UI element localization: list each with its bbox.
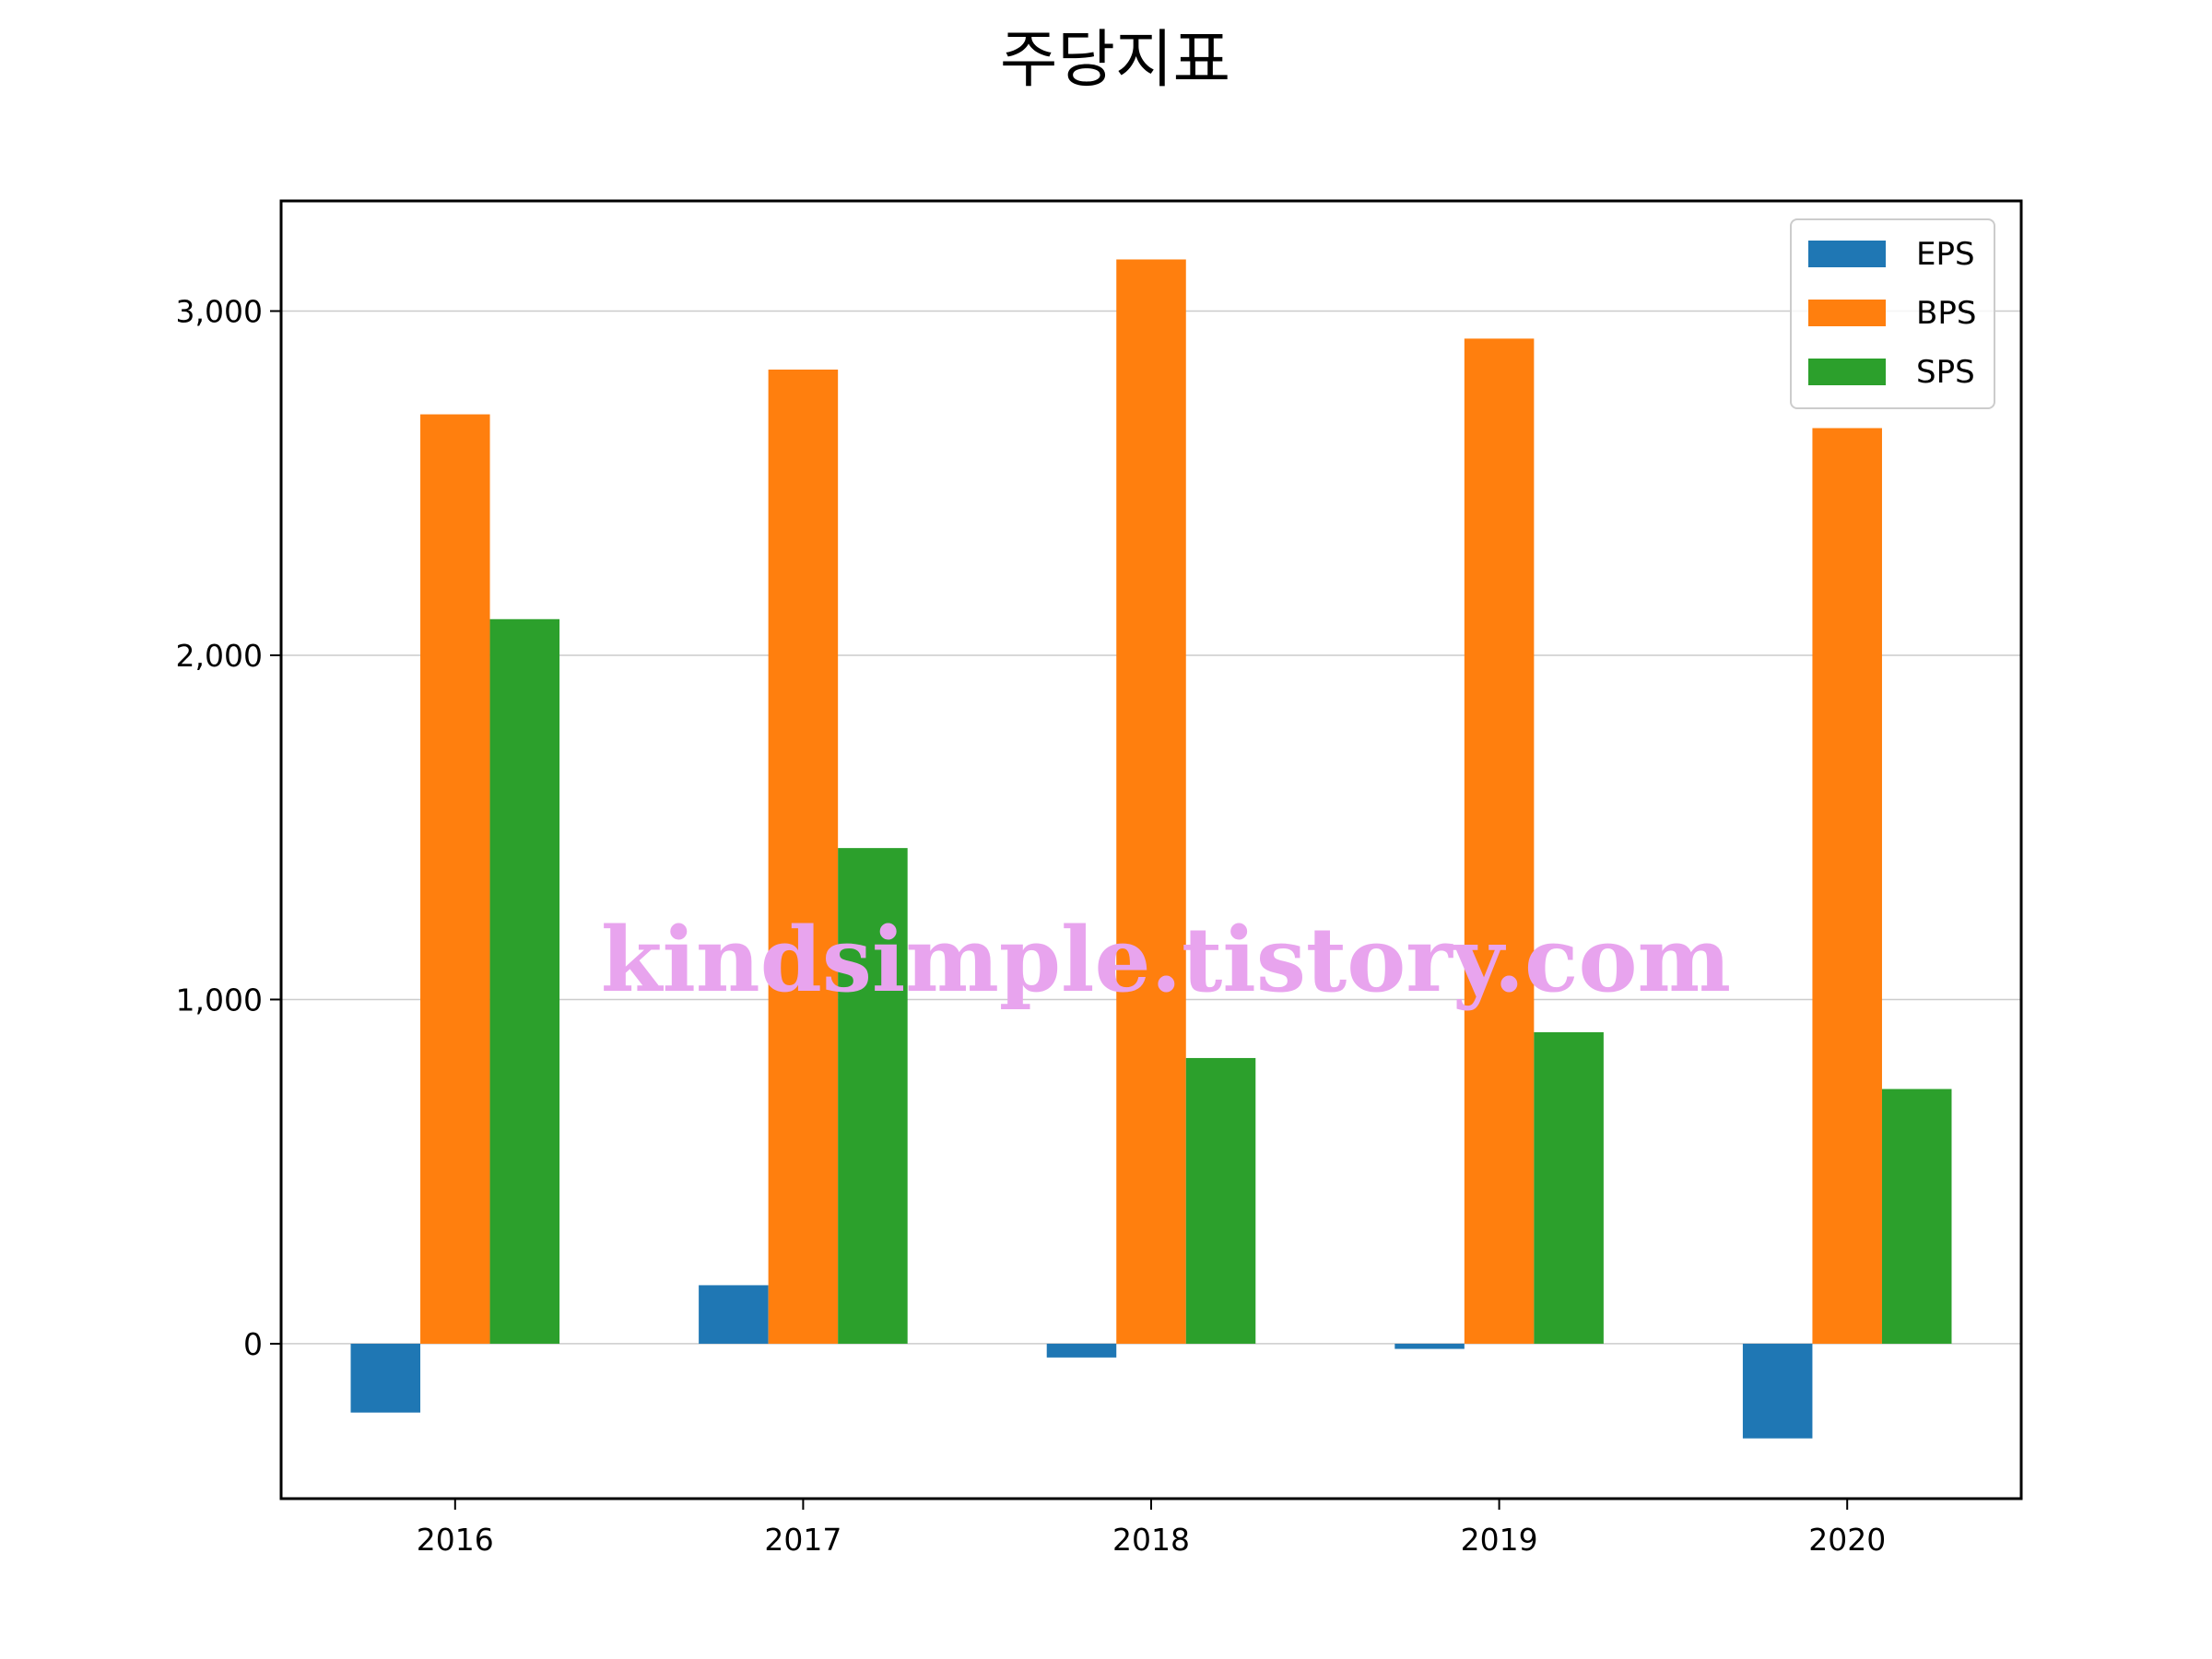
plot-area-frame <box>279 199 2023 1500</box>
y-tick-label: 0 <box>243 1326 263 1362</box>
bar-eps-2018 <box>1046 1343 1117 1358</box>
chart-title: 주당지표 <box>1000 24 1230 97</box>
bar-eps-2019 <box>1394 1343 1465 1349</box>
bar-sps-2018 <box>1185 1057 1256 1344</box>
legend-label-bps: BPS <box>1916 295 1976 332</box>
x-tick-label: 2019 <box>1461 1522 1538 1558</box>
legend-swatch-sps <box>1808 359 1886 385</box>
bar-eps-2020 <box>1742 1343 1813 1439</box>
bar-sps-2016 <box>489 618 560 1344</box>
bar-bps-2020 <box>1812 428 1882 1344</box>
bar-bps-2018 <box>1116 259 1186 1344</box>
y-tick-label: 1,000 <box>176 982 263 1018</box>
x-tick-label: 2020 <box>1808 1522 1886 1558</box>
bar-sps-2017 <box>838 848 908 1344</box>
x-tick-label: 2018 <box>1112 1522 1190 1558</box>
legend-label-eps: EPS <box>1916 236 1975 273</box>
bar-eps-2016 <box>350 1343 421 1413</box>
legend: EPS BPS SPS <box>1790 218 1995 409</box>
legend-label-sps: SPS <box>1916 354 1975 391</box>
y-tick-label: 2,000 <box>176 638 263 674</box>
bar-bps-2017 <box>768 370 839 1344</box>
bar-bps-2019 <box>1464 338 1535 1344</box>
y-tick-label: 3,000 <box>176 294 263 330</box>
watermark-text: kindsimple.tistory.com <box>601 908 1731 1012</box>
bars <box>350 259 1952 1439</box>
bar-bps-2016 <box>420 414 490 1344</box>
y-axis-ticks: 0 1,000 2,000 3,000 <box>176 294 281 1362</box>
x-tick-label: 2017 <box>764 1522 841 1558</box>
bar-sps-2019 <box>1534 1031 1604 1344</box>
legend-swatch-bps <box>1808 300 1886 326</box>
legend-swatch-eps <box>1808 241 1886 267</box>
bar-eps-2017 <box>699 1285 769 1344</box>
x-axis-ticks: 2016 2017 2018 2019 2020 <box>417 1499 1886 1558</box>
bar-sps-2020 <box>1881 1088 1952 1344</box>
x-tick-label: 2016 <box>417 1522 494 1558</box>
